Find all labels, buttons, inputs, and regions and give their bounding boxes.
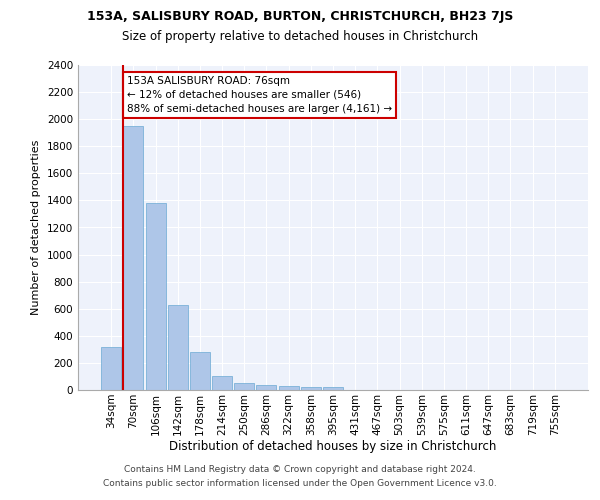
Bar — [101, 348, 121, 390]
Text: 153A SALISBURY ROAD: 76sqm
← 12% of detached houses are smaller (546)
88% of sem: 153A SALISBURY ROAD: 76sqm ← 12% of deta… — [127, 76, 392, 114]
Text: Contains HM Land Registry data © Crown copyright and database right 2024.: Contains HM Land Registry data © Crown c… — [124, 466, 476, 474]
Bar — [323, 388, 343, 390]
Bar — [278, 386, 299, 390]
Bar — [234, 383, 254, 390]
Y-axis label: Number of detached properties: Number of detached properties — [31, 140, 41, 315]
Text: Contains public sector information licensed under the Open Government Licence v3: Contains public sector information licen… — [103, 479, 497, 488]
Bar — [146, 203, 166, 390]
Text: Size of property relative to detached houses in Christchurch: Size of property relative to detached ho… — [122, 30, 478, 43]
Bar — [168, 304, 188, 390]
Bar — [256, 386, 277, 390]
Bar — [190, 352, 210, 390]
Text: 153A, SALISBURY ROAD, BURTON, CHRISTCHURCH, BH23 7JS: 153A, SALISBURY ROAD, BURTON, CHRISTCHUR… — [87, 10, 513, 23]
Bar — [124, 126, 143, 390]
X-axis label: Distribution of detached houses by size in Christchurch: Distribution of detached houses by size … — [169, 440, 497, 454]
Bar — [301, 386, 321, 390]
Bar — [212, 376, 232, 390]
